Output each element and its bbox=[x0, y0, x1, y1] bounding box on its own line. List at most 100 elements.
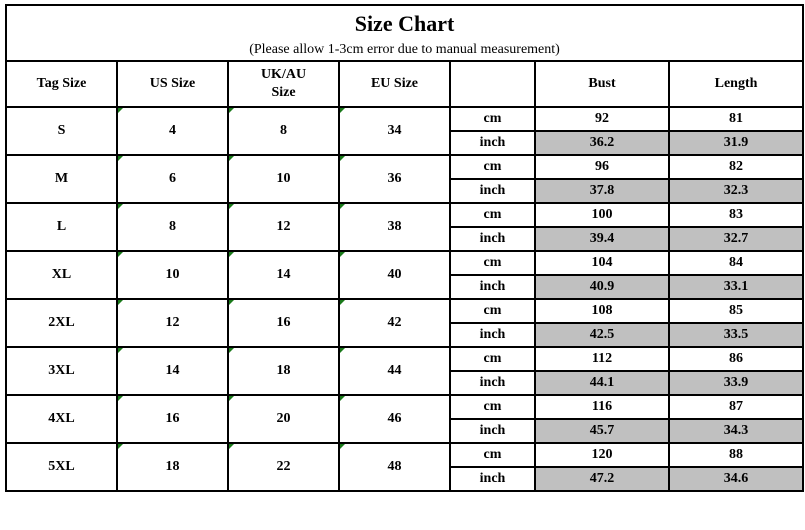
unit-cell: inch bbox=[449, 322, 536, 348]
eu-size-cell-text: 48 bbox=[387, 459, 402, 474]
us-size-cell-text: 14 bbox=[165, 363, 180, 378]
unit-cell: cm bbox=[449, 154, 536, 180]
cell-marker-icon bbox=[340, 204, 345, 209]
uk-size-cell: 16 bbox=[227, 298, 340, 348]
bust-inch-cell-text: 39.4 bbox=[589, 231, 615, 246]
length-cm-cell: 87 bbox=[667, 394, 805, 420]
table-row: inch 47.2 34.6 bbox=[6, 466, 805, 492]
cell-marker-icon bbox=[118, 156, 123, 161]
eu-size-cell: 46 bbox=[338, 394, 451, 444]
bust-inch-cell: 47.2 bbox=[534, 466, 670, 492]
bust-inch-cell-text: 44.1 bbox=[589, 375, 615, 390]
cell-marker-icon bbox=[118, 444, 123, 449]
bust-cm-cell-text: 96 bbox=[595, 159, 609, 174]
uk-size-cell-text: 12 bbox=[276, 219, 291, 234]
length-inch-cell-text: 33.5 bbox=[723, 327, 749, 342]
length-cm-cell: 83 bbox=[667, 202, 805, 228]
unit-cell-text: cm bbox=[483, 447, 502, 462]
cell-marker-icon bbox=[118, 300, 123, 305]
bust-cm-cell-text: 112 bbox=[591, 351, 613, 366]
eu-size-cell-text: 40 bbox=[387, 267, 402, 282]
bust-inch-cell: 44.1 bbox=[534, 370, 670, 396]
length-inch-cell: 33.5 bbox=[667, 322, 805, 348]
bust-inch-cell: 40.9 bbox=[534, 274, 670, 300]
eu-size-cell-text: 46 bbox=[387, 411, 402, 426]
cell-marker-icon bbox=[118, 204, 123, 209]
uk-size-cell: 20 bbox=[227, 394, 340, 444]
bust-cm-cell: 116 bbox=[534, 394, 670, 420]
table-row: XL 10 14 40 cm 104 84 bbox=[5, 250, 805, 300]
eu-size-cell: 36 bbox=[338, 154, 451, 204]
eu-size-cell: 34 bbox=[338, 106, 451, 156]
bust-inch-cell-text: 40.9 bbox=[589, 279, 615, 294]
table-row: S 4 8 34 cm 92 81 bbox=[5, 106, 805, 156]
column-header bbox=[449, 60, 536, 108]
unit-cell-text: inch bbox=[479, 423, 506, 438]
cell-marker-icon bbox=[229, 444, 234, 449]
unit-cell: inch bbox=[449, 130, 536, 156]
cell-marker-icon bbox=[229, 156, 234, 161]
tag-size-cell-text: L bbox=[56, 219, 67, 234]
tag-size-cell-text: XL bbox=[51, 267, 72, 282]
length-cm-cell-text: 86 bbox=[729, 351, 743, 366]
chart-subtitle: (Please allow 1-3cm error due to manual … bbox=[249, 41, 560, 57]
uk-size-cell: 8 bbox=[227, 106, 340, 156]
us-size-cell: 10 bbox=[116, 250, 229, 300]
column-header: Bust bbox=[534, 60, 670, 108]
cell-marker-icon bbox=[118, 396, 123, 401]
unit-cell: cm bbox=[449, 250, 536, 276]
uk-size-cell-text: 10 bbox=[276, 171, 291, 186]
length-inch-cell: 33.9 bbox=[667, 370, 805, 396]
bust-inch-cell-text: 42.5 bbox=[589, 327, 615, 342]
uk-size-cell-text: 18 bbox=[276, 363, 291, 378]
us-size-cell-text: 16 bbox=[165, 411, 180, 426]
table-row: M 6 10 36 cm 96 82 bbox=[5, 154, 805, 204]
cell-marker-icon bbox=[229, 204, 234, 209]
us-size-cell-text: 4 bbox=[169, 123, 176, 138]
us-size-cell-text: 10 bbox=[165, 267, 180, 282]
tag-size-cell: S bbox=[5, 106, 118, 156]
unit-cell: cm bbox=[449, 202, 536, 228]
eu-size-cell-text: 36 bbox=[387, 171, 402, 186]
header-row: Tag Size US Size UK/AU Size EU Size Bust Leng… bbox=[5, 60, 805, 108]
column-header: Tag Size bbox=[5, 60, 118, 108]
uk-size-cell: 22 bbox=[227, 442, 340, 492]
length-cm-cell: 85 bbox=[667, 298, 805, 324]
unit-cell: inch bbox=[449, 274, 536, 300]
length-inch-cell-text: 32.7 bbox=[723, 231, 749, 246]
bust-cm-cell-text: 120 bbox=[591, 447, 613, 462]
uk-size-cell-text: 20 bbox=[276, 411, 291, 426]
length-inch-cell-text: 33.9 bbox=[723, 375, 749, 390]
eu-size-cell: 44 bbox=[338, 346, 451, 396]
column-header: Length bbox=[667, 60, 805, 108]
cell-marker-icon bbox=[118, 252, 123, 257]
bust-cm-cell-text: 100 bbox=[591, 207, 613, 222]
unit-cell-text: cm bbox=[483, 399, 502, 414]
unit-cell-text: inch bbox=[479, 183, 506, 198]
bust-cm-cell: 120 bbox=[534, 442, 670, 468]
length-cm-cell-text: 83 bbox=[729, 207, 743, 222]
unit-cell: cm bbox=[449, 106, 536, 132]
tag-size-cell: 5XL bbox=[5, 442, 118, 492]
uk-size-cell: 18 bbox=[227, 346, 340, 396]
unit-cell: cm bbox=[449, 442, 536, 468]
bust-cm-cell-text: 116 bbox=[591, 399, 613, 414]
bust-inch-cell-text: 47.2 bbox=[589, 471, 615, 486]
title-cell: Size Chart (Please allow 1-3cm error due… bbox=[4, 4, 805, 62]
uk-size-cell: 14 bbox=[227, 250, 340, 300]
unit-cell-text: inch bbox=[479, 375, 506, 390]
tag-size-cell: 4XL bbox=[5, 394, 118, 444]
cell-marker-icon bbox=[340, 348, 345, 353]
bust-cm-cell-text: 104 bbox=[591, 255, 613, 270]
bust-cm-cell: 112 bbox=[534, 346, 670, 372]
unit-cell-text: inch bbox=[479, 135, 506, 150]
cell-marker-icon bbox=[229, 252, 234, 257]
table-row: inch 40.9 33.1 bbox=[6, 274, 805, 300]
cell-marker-icon bbox=[229, 348, 234, 353]
table-row: inch 39.4 32.7 bbox=[6, 226, 805, 252]
eu-size-cell-text: 34 bbox=[387, 123, 402, 138]
bust-cm-cell: 92 bbox=[534, 106, 670, 132]
bust-cm-cell: 100 bbox=[534, 202, 670, 228]
unit-cell-text: cm bbox=[483, 111, 502, 126]
us-size-cell-text: 12 bbox=[165, 315, 180, 330]
